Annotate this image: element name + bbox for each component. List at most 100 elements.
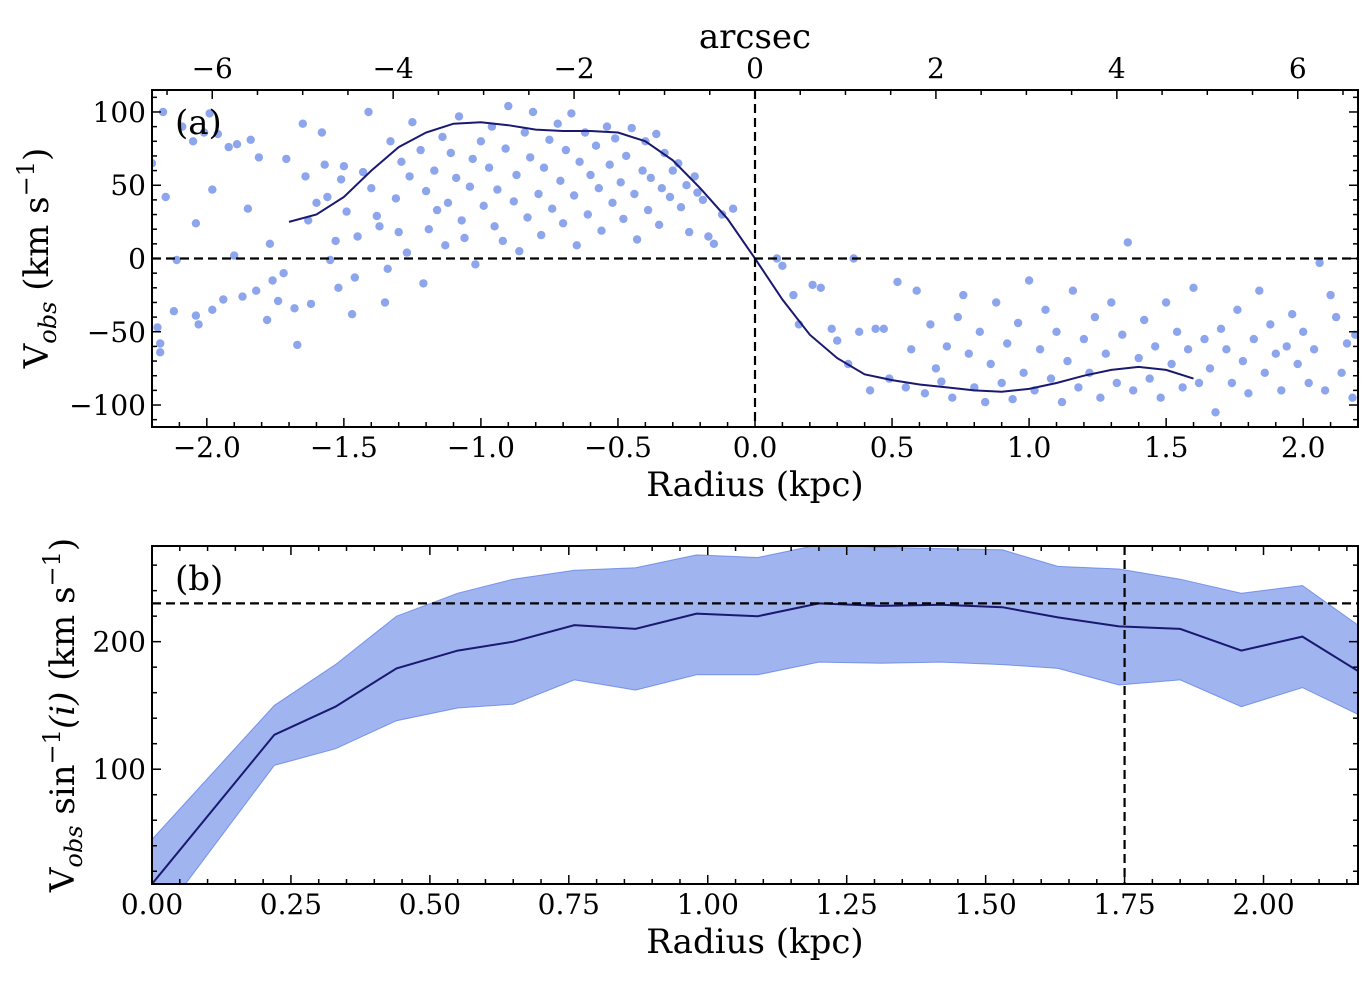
data-point (1096, 393, 1105, 402)
data-point (265, 239, 275, 248)
panel-b-ylabel-arg: (i) (43, 692, 83, 729)
data-point (591, 141, 601, 150)
data-point (816, 283, 825, 292)
data-point (238, 292, 247, 301)
data-point (457, 216, 466, 225)
data-point (1090, 312, 1100, 322)
data-point (501, 144, 510, 153)
panel-a-ylabel-units: (km s (17, 196, 57, 301)
data-point (191, 219, 201, 228)
data-point (1161, 298, 1171, 307)
data-point (1326, 290, 1335, 300)
data-point (178, 122, 187, 131)
top-tick-label: −2 (553, 52, 594, 85)
data-point (537, 230, 546, 240)
data-point (657, 184, 666, 193)
data-point (1008, 395, 1017, 404)
x-tick-label: 0.0 (733, 431, 778, 464)
x-tick-label: 1.25 (816, 888, 878, 921)
data-point (1167, 359, 1176, 369)
data-point (1151, 342, 1160, 351)
data-point (643, 205, 653, 215)
data-point (408, 118, 417, 127)
data-point (575, 157, 584, 166)
x-tick-label: −0.5 (584, 431, 652, 464)
data-point (1222, 345, 1231, 354)
data-point (1255, 286, 1264, 295)
data-point (1123, 238, 1133, 247)
data-point (452, 173, 461, 183)
data-point (468, 154, 477, 164)
data-point (616, 178, 625, 187)
panel-a-reference-lines (152, 90, 1358, 427)
data-point (208, 185, 217, 194)
data-point (632, 235, 642, 244)
data-point (1194, 378, 1204, 388)
panel-b-reference-lines (152, 546, 1358, 884)
data-point (298, 119, 307, 128)
data-point (1315, 258, 1324, 268)
data-point (986, 359, 995, 369)
data-point (290, 304, 299, 313)
y-tick-label: 100 (93, 96, 146, 129)
data-point (728, 204, 738, 213)
data-point (509, 197, 518, 206)
data-point (1337, 368, 1346, 377)
data-point (901, 383, 910, 392)
data-point (1351, 330, 1358, 339)
data-point (676, 203, 686, 212)
data-point (567, 109, 576, 118)
data-point (709, 239, 719, 248)
data-point (432, 205, 442, 215)
data-point (646, 173, 655, 183)
data-point (693, 188, 702, 197)
x-tick-label: 2.00 (1232, 888, 1294, 921)
data-point (512, 170, 521, 180)
x-tick-label: 0.50 (399, 888, 461, 921)
data-point (638, 166, 647, 175)
data-point (282, 154, 291, 164)
data-point (1266, 320, 1275, 329)
data-point (682, 181, 691, 190)
data-point (438, 132, 447, 142)
data-point (194, 320, 203, 329)
top-tick-label: 2 (927, 52, 945, 85)
data-point (879, 324, 888, 333)
data-point (1052, 327, 1061, 336)
data-point (1063, 356, 1072, 366)
x-tick-label: 1.5 (1144, 431, 1189, 464)
panel-b-frame (151, 545, 1359, 885)
data-point (479, 201, 488, 210)
data-point (865, 386, 875, 395)
data-point (334, 283, 343, 292)
data-point (1288, 310, 1297, 319)
data-point (219, 295, 228, 304)
data-point (161, 192, 170, 202)
data-point (152, 159, 157, 168)
y-tick-label: 0 (128, 243, 146, 276)
data-point (347, 310, 357, 319)
data-point (1041, 305, 1050, 314)
fit-curve (288, 121, 1194, 393)
data-point (1277, 386, 1286, 395)
data-point (515, 247, 524, 256)
panel-b-data (152, 546, 1358, 884)
data-point (169, 307, 179, 316)
panel-a-letter: (a) (175, 103, 222, 143)
data-point (342, 207, 351, 216)
data-point (1331, 312, 1341, 322)
panel-b-ticks: 0.00 0.25 0.50 0.75 1.00 1.25 1.50 1.75 2.00 100 2… (93, 546, 1358, 921)
data-point (224, 142, 233, 152)
data-point (353, 232, 362, 241)
data-point (665, 192, 675, 202)
data-point (416, 145, 425, 155)
data-point (419, 279, 428, 288)
data-point (386, 137, 395, 146)
data-point (937, 377, 946, 386)
x-tick-label: 1.50 (954, 888, 1016, 921)
data-point (1320, 386, 1330, 395)
panel-b-ylabel-sup2: −1 (38, 551, 66, 586)
panel-a-ylabel-end: ) (17, 148, 57, 161)
data-point (912, 286, 921, 295)
